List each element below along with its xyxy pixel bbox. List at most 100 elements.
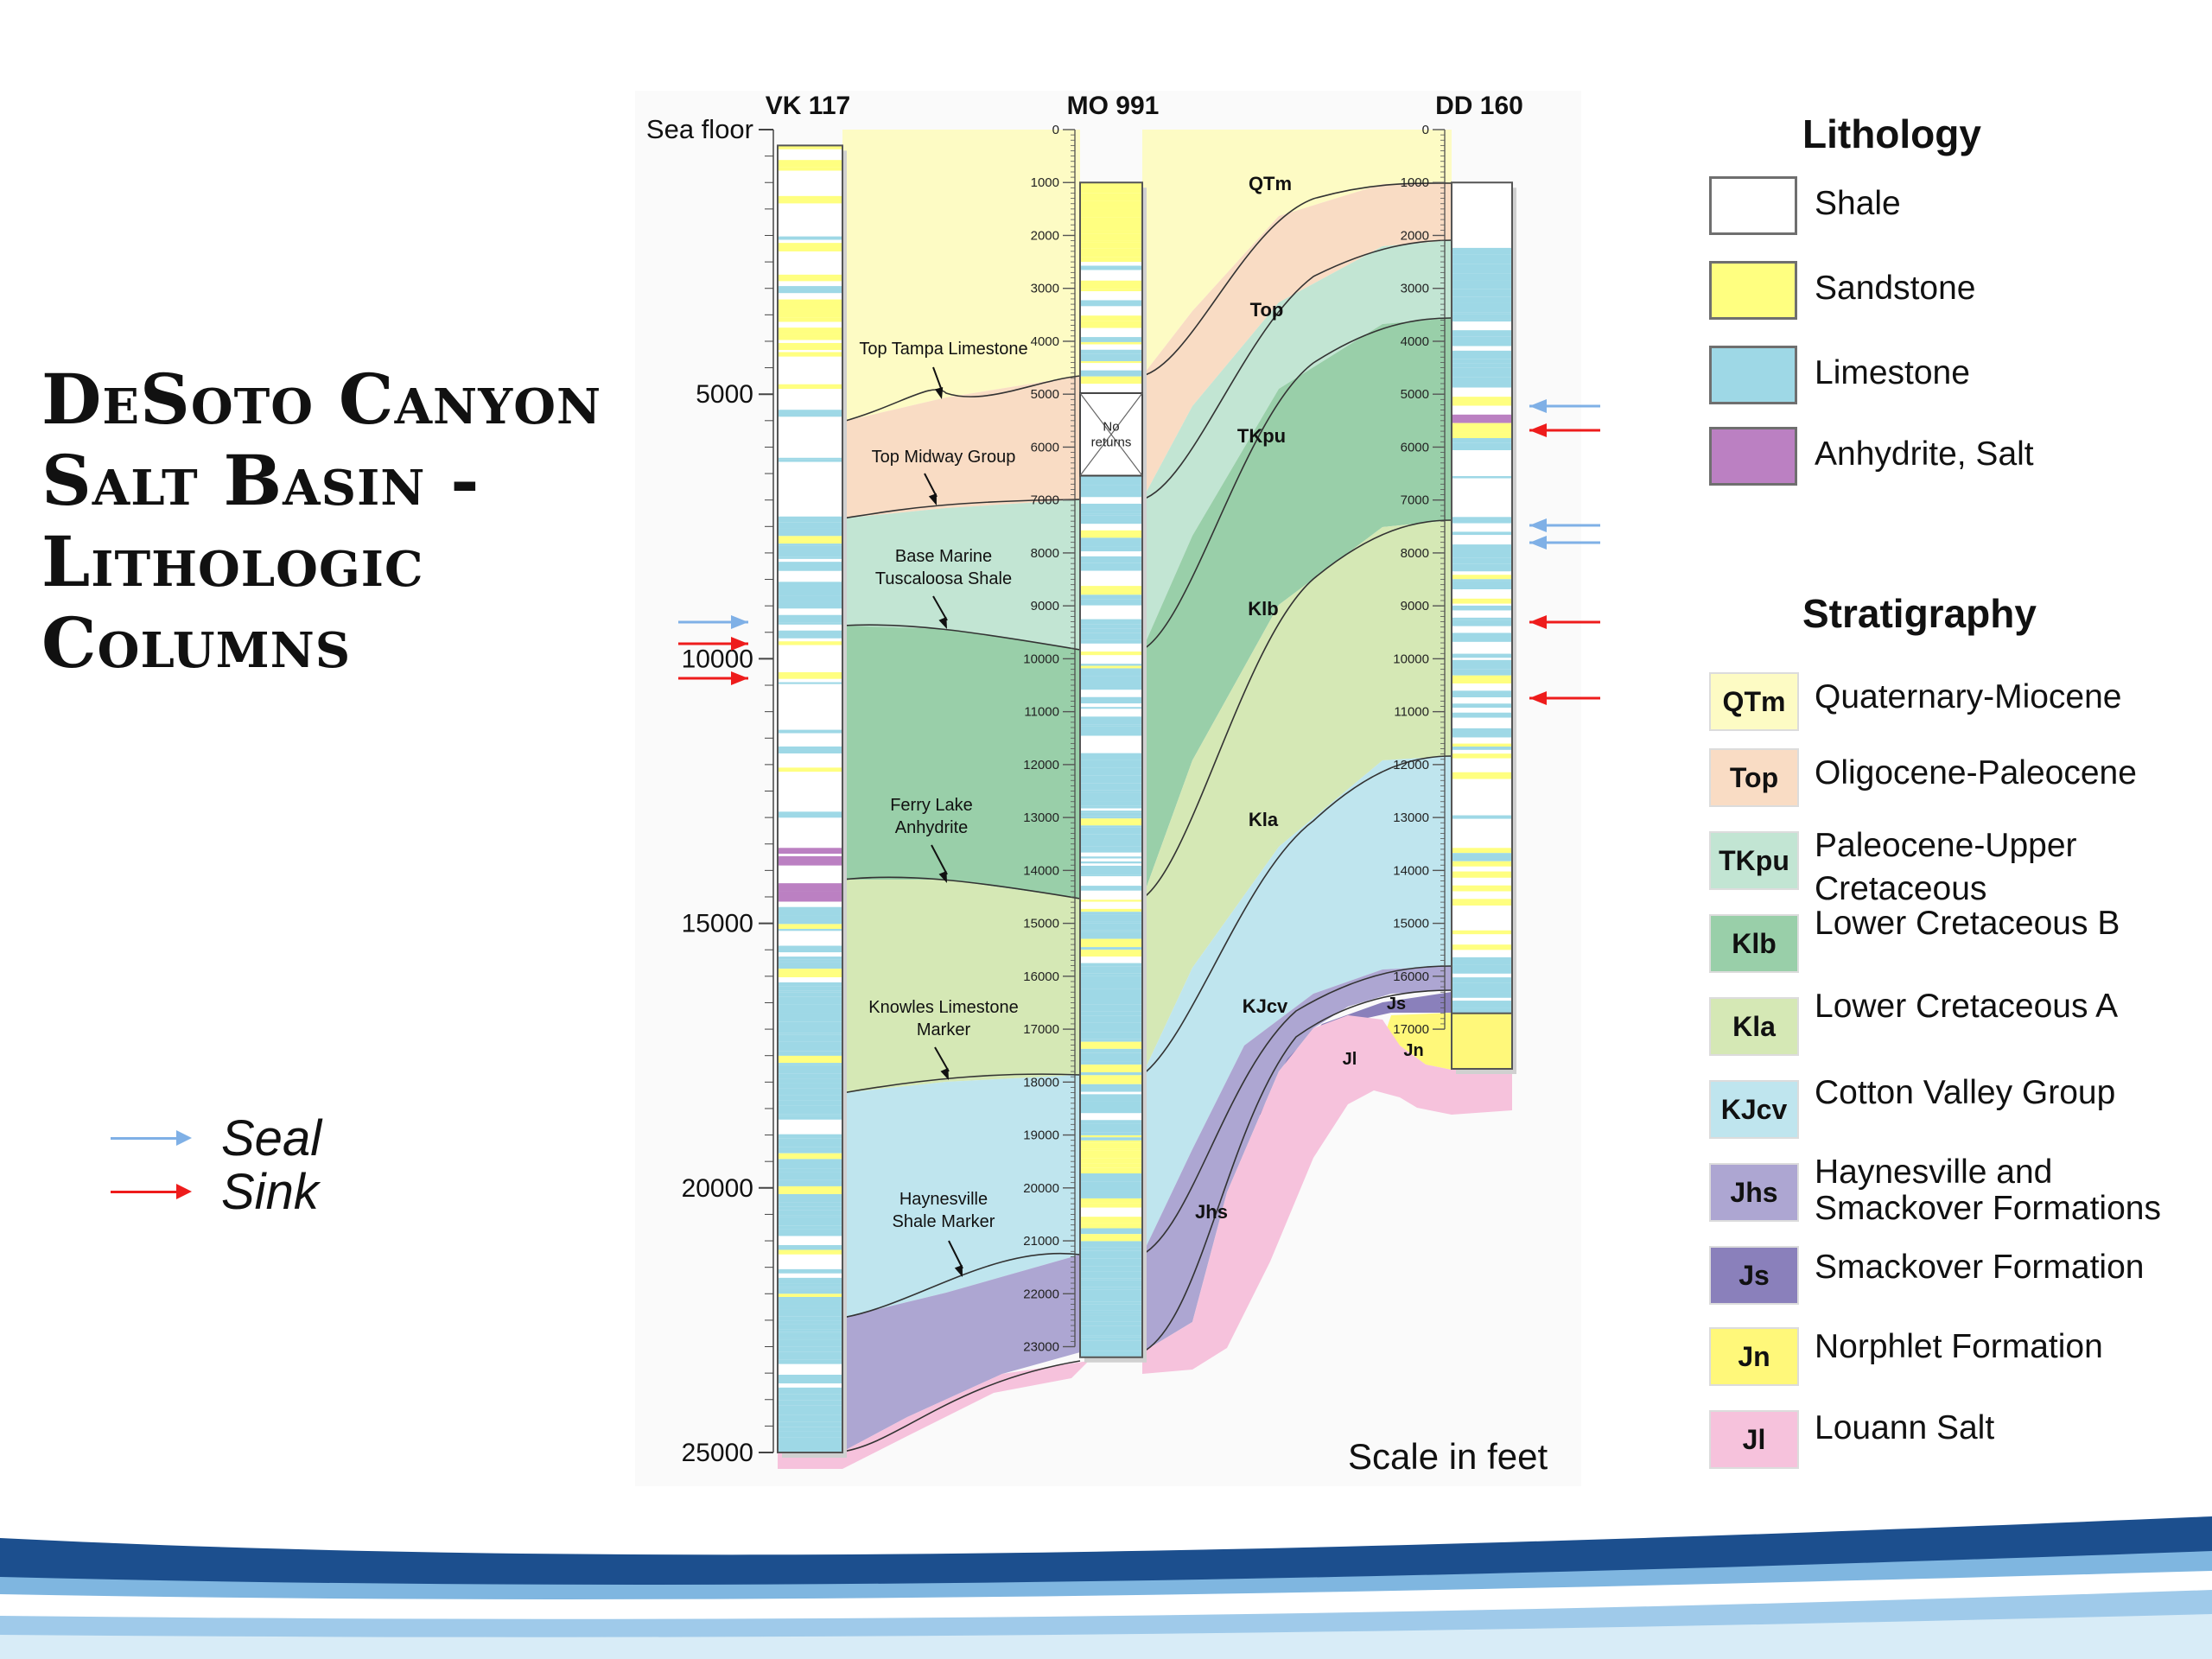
sink-arrow [1529,423,1600,437]
lithology-band [778,891,842,893]
lithology-band [1452,779,1512,785]
marker-label: Top Tampa Limestone [859,340,1027,359]
depth-tick-label: 5000 [696,380,753,409]
lithology-band [778,945,842,953]
lithology-band [1452,603,1512,606]
column-dd-160 [1451,181,1516,1075]
lithology-band [1080,914,1142,922]
fine-tick-label: 14000 [1023,863,1059,878]
lithology-band [778,977,842,982]
lithology-band [778,654,842,658]
lithology-band [1452,514,1512,518]
unit-jl-right [1142,1015,1512,1374]
lithology-band [778,710,842,718]
lithology-band [778,1427,842,1432]
fine-tick-label: 17000 [1393,1022,1429,1037]
unit-qtm-left [842,130,1080,422]
lithology-band [1080,217,1142,223]
lithology-band [778,449,842,454]
lithology-band [1080,613,1142,620]
lithology-band [1452,712,1512,718]
lithology-band [1452,922,1512,929]
lithology-band [778,838,842,842]
lithology-band [1080,966,1142,974]
lithology-band [1080,1022,1142,1033]
lithology-band [1080,838,1142,847]
lithology-band [1452,1001,1512,1008]
lithology-band [1080,1101,1142,1104]
lithology-band [1080,1015,1142,1023]
fine-tick-label: 10000 [1023,652,1059,666]
lithology-band [778,753,842,763]
lithology-band [1080,643,1142,652]
lithology-band [1452,957,1512,965]
lithology-band [778,830,842,833]
lithology-band [1452,786,1512,791]
marker-label: Top Midway Group [872,448,1016,467]
strat-label: Cotton Valley Group [1815,1074,2116,1111]
lithology-band [778,1332,842,1334]
lithology-band [778,1116,842,1120]
lithology-band [778,678,842,683]
lithology-band [778,311,842,318]
lithology-band [778,767,842,772]
lithology-band [778,1262,842,1269]
lithology-band [778,641,842,645]
lithology-band [778,203,842,206]
lithology-band [1452,834,1512,843]
lithology-band [778,795,842,803]
lithology-band [778,174,842,180]
lithology-band [1452,977,1512,983]
lithology-band [1080,1280,1142,1287]
lithology-band [778,1088,842,1096]
unit-label: QTm [1249,173,1292,194]
lithology-band [1080,858,1142,861]
lithology-band [1452,669,1512,676]
lithology-band [778,1041,842,1052]
lithology-band [1452,254,1512,264]
lithology-band [1080,524,1142,531]
lithology-band [1080,753,1142,760]
fine-tick-label: 5000 [1031,387,1059,402]
lithology-band [778,145,842,149]
contact-line [842,1252,1081,1319]
lithology-band [778,299,842,309]
lithology-band [1452,784,1512,787]
marker-arrowhead [954,1265,963,1277]
sink-key-label: Sink [221,1164,319,1220]
lithology-band [778,940,842,946]
lithology-band [778,379,842,385]
lithology-band [1080,856,1142,859]
contact-line [1141,755,1452,1076]
lithology-band [1080,580,1142,587]
sink-arrow [678,637,748,651]
lithology-band [778,573,842,582]
marker-arrow-shaft [924,473,938,498]
lithology-band [778,1273,842,1278]
lithology-band [1452,877,1512,886]
lithology-band [778,1408,842,1415]
lithology-band [1080,315,1142,321]
lithology-band [1452,697,1512,704]
fine-tick-label: 6000 [1401,440,1429,454]
depth-tick-label: 25000 [682,1439,753,1467]
lithology-band [778,370,842,378]
fine-tick-label: 14000 [1393,863,1429,878]
lithology-band [1080,861,1142,864]
marker-label: Knowles Limestone [868,998,1018,1017]
lithology-band [1080,344,1142,350]
lithology-band [1452,575,1512,580]
lithology-band [778,195,842,204]
lithology-band [778,1277,842,1284]
lithology-band [1080,341,1142,345]
lithology-band [778,1324,842,1330]
contact-line [1141,989,1452,1353]
contact-line [1141,519,1452,899]
lithology-band [1080,1278,1142,1281]
lithology-band [1452,302,1512,313]
lithology-band [1080,570,1142,581]
lithology-band [1452,373,1512,378]
lithology-band [1452,758,1512,766]
lithology-band [1080,744,1142,753]
lithology-band [778,185,842,192]
